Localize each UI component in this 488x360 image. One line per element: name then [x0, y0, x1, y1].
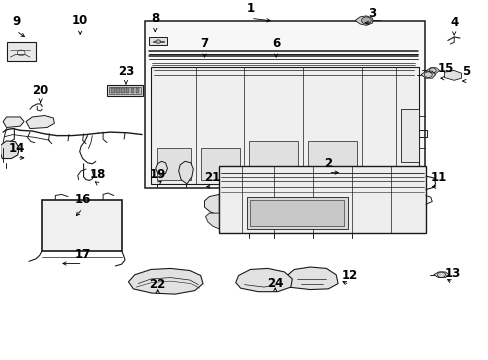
Polygon shape [109, 87, 141, 94]
Polygon shape [249, 141, 298, 180]
Polygon shape [107, 85, 143, 96]
Text: 3: 3 [367, 7, 376, 20]
Circle shape [361, 17, 370, 24]
Polygon shape [219, 166, 425, 233]
Polygon shape [126, 88, 129, 93]
Polygon shape [205, 213, 219, 229]
Polygon shape [6, 42, 36, 60]
Text: 18: 18 [90, 168, 106, 181]
Polygon shape [151, 67, 418, 184]
Polygon shape [204, 194, 219, 215]
Polygon shape [312, 177, 325, 183]
Polygon shape [400, 109, 418, 162]
Text: 22: 22 [149, 278, 165, 291]
Polygon shape [149, 37, 167, 45]
Text: 7: 7 [200, 37, 208, 50]
Polygon shape [354, 16, 372, 25]
Polygon shape [285, 267, 337, 289]
Polygon shape [156, 161, 167, 175]
Polygon shape [157, 148, 190, 180]
Polygon shape [3, 117, 24, 127]
Text: 15: 15 [436, 62, 453, 75]
Text: 12: 12 [341, 269, 357, 282]
Text: 10: 10 [72, 14, 88, 27]
Text: 23: 23 [118, 65, 134, 78]
Text: 13: 13 [444, 267, 460, 280]
Text: 21: 21 [204, 171, 220, 184]
Polygon shape [307, 141, 356, 180]
Polygon shape [116, 88, 120, 93]
Polygon shape [131, 88, 134, 93]
Circle shape [156, 40, 160, 43]
Polygon shape [136, 88, 139, 93]
Text: 19: 19 [149, 168, 165, 181]
Polygon shape [246, 197, 347, 229]
Polygon shape [250, 200, 344, 226]
Polygon shape [178, 161, 193, 184]
Text: 11: 11 [429, 171, 446, 184]
Text: 24: 24 [266, 276, 283, 289]
Polygon shape [42, 200, 122, 251]
Text: 2: 2 [324, 157, 332, 170]
Text: 5: 5 [461, 65, 469, 78]
Polygon shape [200, 148, 239, 180]
Text: 17: 17 [74, 248, 91, 261]
Polygon shape [111, 88, 115, 93]
Polygon shape [420, 71, 435, 78]
Text: 1: 1 [246, 3, 254, 15]
Polygon shape [235, 269, 292, 292]
Polygon shape [433, 272, 448, 278]
Polygon shape [121, 88, 124, 93]
Text: 4: 4 [449, 16, 457, 29]
Polygon shape [426, 68, 439, 73]
Polygon shape [444, 71, 461, 80]
Bar [144, 21, 424, 188]
Text: 6: 6 [271, 37, 280, 50]
Polygon shape [26, 116, 54, 129]
Text: 14: 14 [9, 142, 25, 155]
Polygon shape [0, 141, 19, 158]
Text: 8: 8 [151, 12, 159, 25]
Polygon shape [128, 269, 203, 294]
Text: 9: 9 [12, 15, 20, 28]
Text: 20: 20 [33, 84, 49, 96]
Text: 16: 16 [74, 193, 91, 206]
